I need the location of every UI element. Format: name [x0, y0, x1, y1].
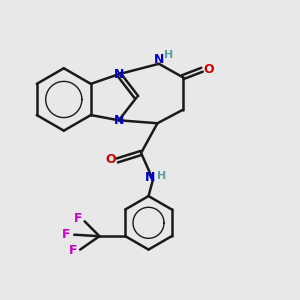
Text: F: F	[61, 228, 70, 241]
Text: H: H	[164, 50, 173, 60]
Text: O: O	[203, 63, 214, 76]
Text: F: F	[69, 244, 78, 257]
Text: H: H	[157, 171, 166, 181]
Text: N: N	[145, 171, 155, 184]
Text: N: N	[114, 68, 124, 81]
Text: N: N	[154, 53, 164, 66]
Text: F: F	[74, 212, 82, 225]
Text: O: O	[106, 153, 116, 166]
Text: N: N	[114, 114, 124, 127]
